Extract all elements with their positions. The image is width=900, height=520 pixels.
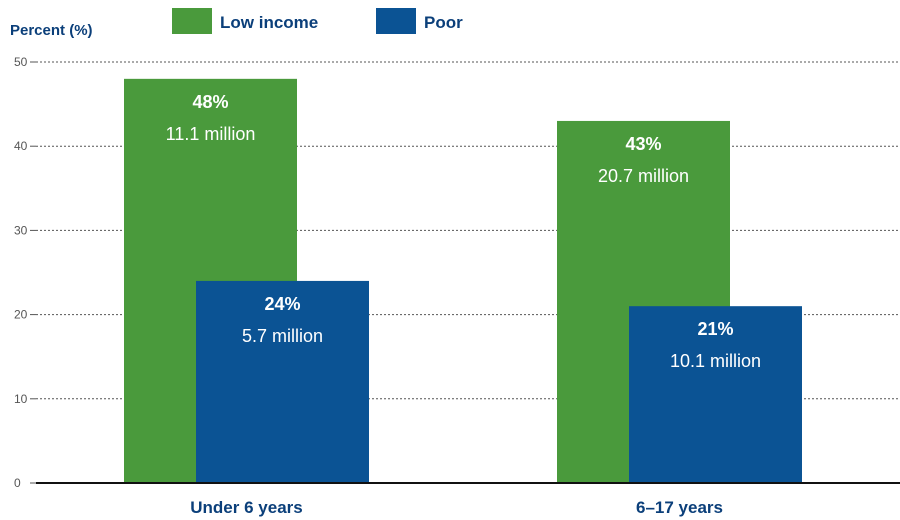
legend: Low income Poor [172,8,463,34]
bar-percent-label: 21% [697,319,733,339]
y-axis-ticks: 0 10 20 30 40 50 [14,55,36,490]
bar-percent-label: 43% [625,134,661,154]
y-tick-label: 20 [14,308,28,322]
bar-count-label: 11.1 million [166,124,256,144]
bar-percent-label: 24% [264,294,300,314]
bar-count-label: 20.7 million [598,166,689,186]
bar-count-label: 5.7 million [242,326,323,346]
legend-swatch-low-income [172,8,212,34]
bars [124,78,802,483]
legend-swatch-poor [376,8,416,34]
y-tick-label: 10 [14,392,28,406]
bar-poor-0 [196,280,369,483]
x-category-label: 6–17 years [636,498,723,517]
legend-label-poor: Poor [424,13,463,32]
y-tick-label: 50 [14,55,28,69]
x-category-label: Under 6 years [190,498,302,517]
bar-labels: 48% 11.1 million 24% 5.7 million 43% 20.7 mil… [166,92,761,371]
bar-poor-1 [629,306,802,483]
y-tick-label: 40 [14,139,28,153]
x-axis-labels: Under 6 years 6–17 years [190,498,723,517]
y-tick-label: 0 [14,476,21,490]
bar-count-label: 10.1 million [670,351,761,371]
y-tick-label: 30 [14,223,28,237]
y-axis-title: Percent (%) [10,22,93,39]
bar-percent-label: 48% [192,92,228,112]
legend-label-low-income: Low income [220,13,318,32]
